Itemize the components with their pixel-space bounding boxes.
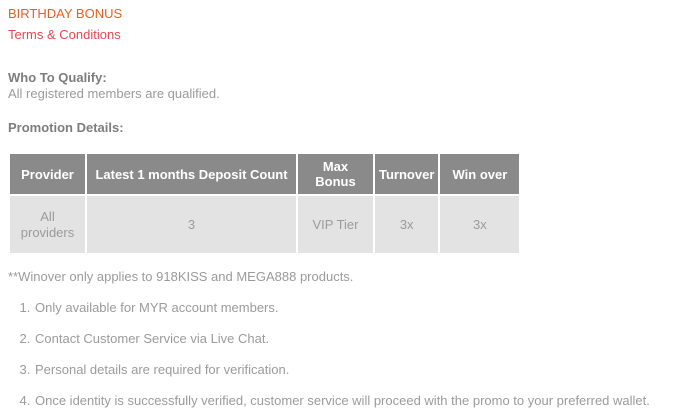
promotion-details-table: Provider Latest 1 months Deposit Count M… (8, 152, 522, 255)
table-header-row: Provider Latest 1 months Deposit Count M… (8, 152, 522, 196)
promotion-details-heading: Promotion Details: (8, 120, 124, 135)
terms-list: Only available for MYR account members. … (8, 301, 680, 408)
table-header-provider: Provider (8, 152, 87, 196)
winover-note: **Winover only applies to 918KISS and ME… (8, 269, 354, 284)
table-cell-max-bonus: VIP Tier (296, 194, 375, 255)
terms-list-item: Once identity is successfully verified, … (34, 394, 680, 408)
page-title: BIRTHDAY BONUS (8, 6, 123, 21)
table-header-turnover: Turnover (372, 152, 441, 196)
who-to-qualify-heading: Who To Qualify: (8, 70, 107, 85)
table-cell-win-over: 3x (438, 194, 522, 255)
terms-and-conditions-link[interactable]: Terms & Conditions (8, 27, 121, 42)
table-header-deposit-count: Latest 1 months Deposit Count (85, 152, 298, 196)
terms-list-item: Contact Customer Service via Live Chat. (34, 332, 680, 346)
table-cell-deposit-count: 3 (85, 194, 298, 255)
table-cell-provider: All providers (8, 194, 87, 255)
table-header-max-bonus: Max Bonus (296, 152, 375, 196)
who-to-qualify-text: All registered members are qualified. (8, 86, 220, 101)
table-header-win-over: Win over (438, 152, 522, 196)
table-row: All providers 3 VIP Tier 3x 3x (8, 194, 522, 255)
terms-list-item: Personal details are required for verifi… (34, 363, 680, 377)
terms-list-item: Only available for MYR account members. (34, 301, 680, 315)
table-cell-turnover: 3x (372, 194, 441, 255)
